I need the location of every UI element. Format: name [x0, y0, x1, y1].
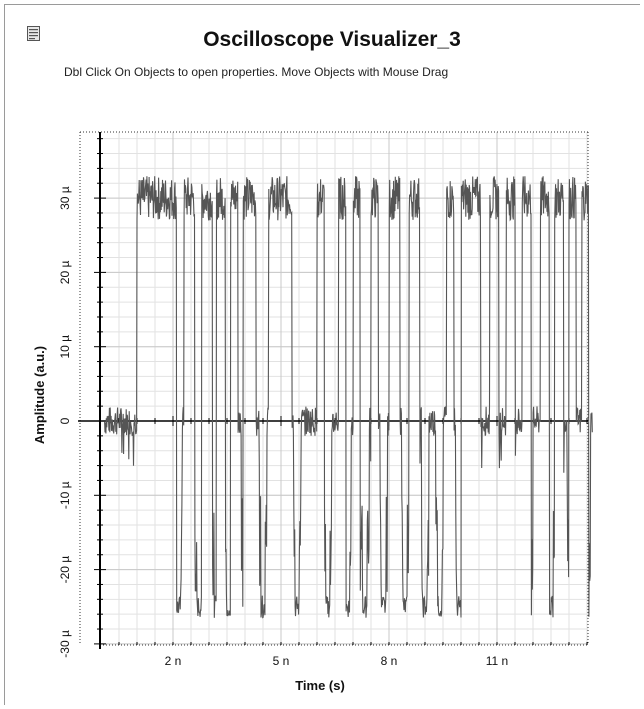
tick-labels: 2 n 5 n 8 n 11 n -30 µ -20 µ -10 µ 0 10 µ 20 µ 30 … [58, 186, 508, 668]
y-tick-label: -20 µ [58, 556, 72, 584]
visualizer-panel [4, 4, 640, 705]
signal-trace [104, 176, 593, 619]
y-tick-label: 0 [58, 417, 72, 424]
y-tick-label: -10 µ [58, 481, 72, 509]
signal-trace-group [104, 176, 593, 619]
visualizer-title: Oscilloscope Visualizer_3 [203, 28, 461, 51]
x-tick-label: 5 n [273, 654, 290, 668]
x-axis-label: Time (s) [295, 678, 345, 693]
y-axis-label: Amplitude (a.u.) [32, 346, 47, 444]
plot-border [79, 131, 589, 646]
instruction-hint: Dbl Click On Objects to open properties.… [64, 65, 449, 79]
y-tick-label: 20 µ [58, 261, 72, 285]
document-icon [27, 26, 40, 41]
x-tick-label: 8 n [381, 654, 398, 668]
x-tick-label: 11 n [486, 654, 508, 668]
y-tick-label: -30 µ [58, 630, 72, 658]
x-tick-label: 2 n [165, 654, 182, 668]
y-tick-label: 10 µ [58, 335, 72, 359]
y-tick-label: 30 µ [58, 186, 72, 210]
